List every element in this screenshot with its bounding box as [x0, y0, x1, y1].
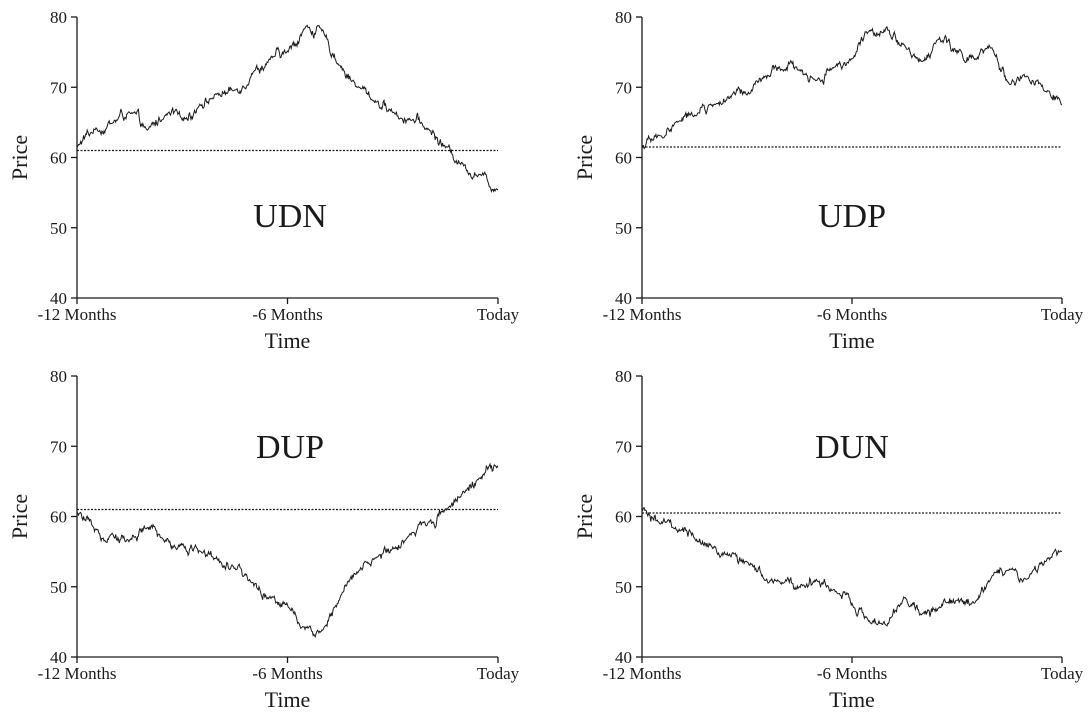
panel-dup: 40 50 60 70 80 -12 Months -6 Months Today Time Pr… — [7, 367, 520, 712]
y-axis-title: Price — [572, 494, 597, 539]
price-series-dun — [641, 507, 1063, 627]
y-axis-title: Price — [7, 494, 32, 539]
panel-udn: 40 50 60 70 80 -12 Months -6 Months Today Time Pr… — [7, 8, 520, 353]
x-axis-title: Time — [265, 328, 311, 353]
x-tick-label: -6 Months — [252, 305, 322, 324]
x-tick-label: -12 Months — [38, 664, 117, 683]
x-tick-label: Today — [477, 305, 520, 324]
panel-udp: 40 50 60 70 80 -12 Months -6 Months Today Time Pr… — [572, 8, 1084, 353]
y-tick-label: 70 — [50, 78, 67, 97]
y-tick-label: 80 — [615, 8, 632, 27]
y-tick-label: 40 — [50, 648, 67, 667]
price-series-udp — [641, 25, 1063, 150]
x-tick-label: -6 Months — [252, 664, 322, 683]
x-tick-label: -6 Months — [817, 664, 887, 683]
y-tick-label: 70 — [615, 437, 632, 456]
y-tick-label: 40 — [615, 289, 632, 308]
x-tick-label: Today — [1041, 664, 1084, 683]
x-axis-title: Time — [829, 687, 875, 712]
x-tick-label: -12 Months — [38, 305, 117, 324]
x-tick-label: Today — [477, 664, 520, 683]
price-series-dup — [76, 462, 499, 638]
y-tick-label: 50 — [50, 219, 67, 238]
y-tick-label: 60 — [50, 508, 67, 527]
y-tick-label: 60 — [50, 149, 67, 168]
y-tick-label: 70 — [615, 78, 632, 97]
y-tick-label: 70 — [50, 437, 67, 456]
y-tick-label: 80 — [50, 367, 67, 386]
x-axis-title: Time — [265, 687, 311, 712]
y-tick-label: 80 — [615, 367, 632, 386]
panel-dun: 40 50 60 70 80 -12 Months -6 Months Today Time Pr… — [572, 367, 1084, 712]
x-tick-label: -12 Months — [603, 305, 682, 324]
y-axis-title: Price — [572, 135, 597, 180]
y-tick-label: 80 — [50, 8, 67, 27]
y-tick-label: 50 — [50, 578, 67, 597]
panel-label-dun: DUN — [815, 429, 889, 466]
x-tick-label: -12 Months — [603, 664, 682, 683]
y-tick-label: 60 — [615, 508, 632, 527]
panel-label-udn: UDN — [253, 198, 327, 235]
panel-label-dup: DUP — [256, 429, 324, 466]
x-tick-label: Today — [1041, 305, 1084, 324]
panel-label-udp: UDP — [818, 198, 886, 235]
price-series-udn — [76, 24, 499, 194]
x-tick-label: -6 Months — [817, 305, 887, 324]
y-tick-label: 50 — [615, 219, 632, 238]
y-tick-label: 60 — [615, 149, 632, 168]
y-tick-label: 40 — [50, 289, 67, 308]
x-axis-title: Time — [829, 328, 875, 353]
y-tick-label: 50 — [615, 578, 632, 597]
y-tick-label: 40 — [615, 648, 632, 667]
y-axis-title: Price — [7, 135, 32, 180]
